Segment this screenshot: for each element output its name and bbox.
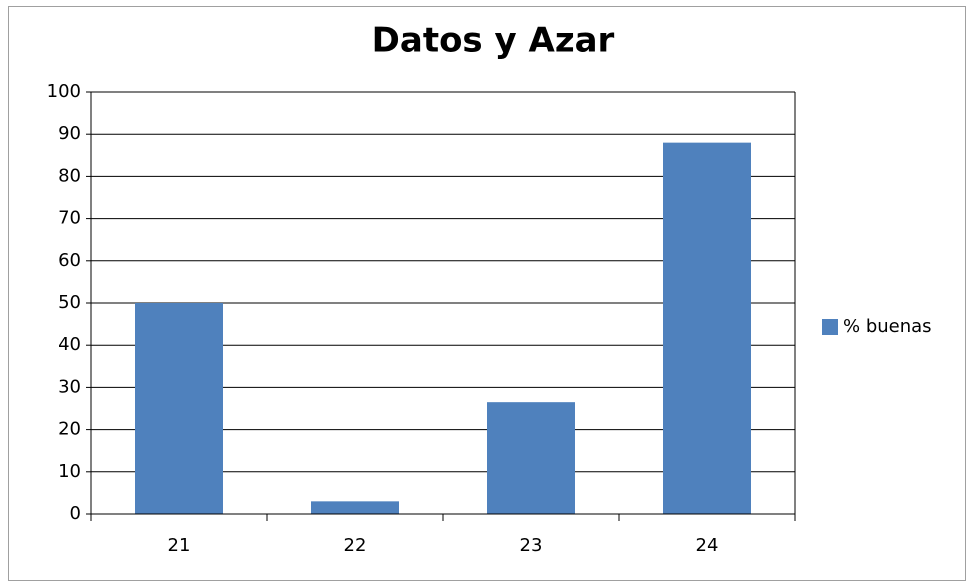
- bar: [135, 303, 223, 514]
- bar: [311, 501, 399, 514]
- legend-label: % buenas: [843, 316, 932, 337]
- y-tick-label: 90: [58, 123, 81, 144]
- bar: [663, 142, 751, 514]
- x-tick-label: 23: [520, 535, 543, 556]
- chart-title: Datos y Azar: [372, 21, 615, 61]
- legend-swatch: [822, 319, 838, 335]
- y-tick-label: 20: [58, 419, 81, 440]
- y-tick-label: 80: [58, 165, 81, 186]
- y-tick-label: 40: [58, 334, 81, 355]
- x-tick-label: 24: [696, 535, 719, 556]
- y-tick-label: 10: [58, 461, 81, 482]
- x-tick-label: 22: [344, 535, 367, 556]
- bar: [487, 402, 575, 514]
- y-tick-label: 100: [47, 81, 81, 102]
- x-tick-label: 21: [168, 535, 191, 556]
- y-tick-label: 0: [70, 503, 81, 524]
- y-tick-label: 50: [58, 292, 81, 313]
- y-tick-label: 30: [58, 376, 81, 397]
- y-tick-label: 70: [58, 208, 81, 229]
- y-tick-label: 60: [58, 250, 81, 271]
